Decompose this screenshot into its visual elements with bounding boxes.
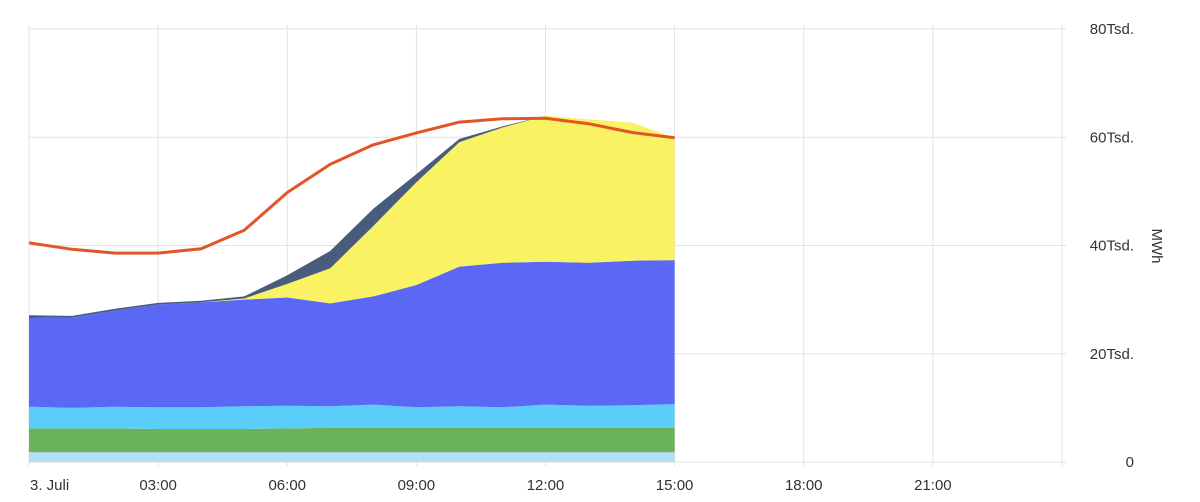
area-series-3 bbox=[29, 404, 675, 429]
x-axis-labels: 3. Juli 03:00 06:00 09:00 12:00 15:00 18:00 21:… bbox=[30, 477, 952, 494]
x-tick-label: 12:00 bbox=[527, 477, 565, 494]
x-tick-label: 06:00 bbox=[268, 477, 306, 494]
total-line bbox=[28, 116, 675, 255]
x-tick-label: 18:00 bbox=[785, 477, 823, 494]
x-tick-label: 3. Juli bbox=[30, 477, 69, 494]
x-tick-label: 09:00 bbox=[398, 477, 436, 494]
x-tick-label: 15:00 bbox=[656, 477, 694, 494]
area-series-1 bbox=[29, 452, 675, 462]
line-series bbox=[28, 116, 675, 255]
y-tick-label: 20Tsd. bbox=[1090, 346, 1134, 363]
stacked-areas bbox=[29, 115, 675, 462]
y-tick-label: 0 bbox=[1126, 454, 1134, 471]
area-series-4 bbox=[29, 260, 675, 408]
x-tick-label: 03:00 bbox=[139, 477, 177, 494]
y-tick-label: 60Tsd. bbox=[1090, 129, 1134, 146]
y-axis-labels: 0 20Tsd. 40Tsd. 60Tsd. 80Tsd. bbox=[1090, 21, 1134, 471]
y-tick-label: 80Tsd. bbox=[1090, 21, 1134, 38]
y-axis-title: MWh bbox=[1148, 229, 1165, 264]
y-tick-label: 40Tsd. bbox=[1090, 238, 1134, 255]
area-series-5 bbox=[29, 115, 675, 318]
area-series-2 bbox=[29, 427, 675, 453]
x-tick-label: 21:00 bbox=[914, 477, 952, 494]
